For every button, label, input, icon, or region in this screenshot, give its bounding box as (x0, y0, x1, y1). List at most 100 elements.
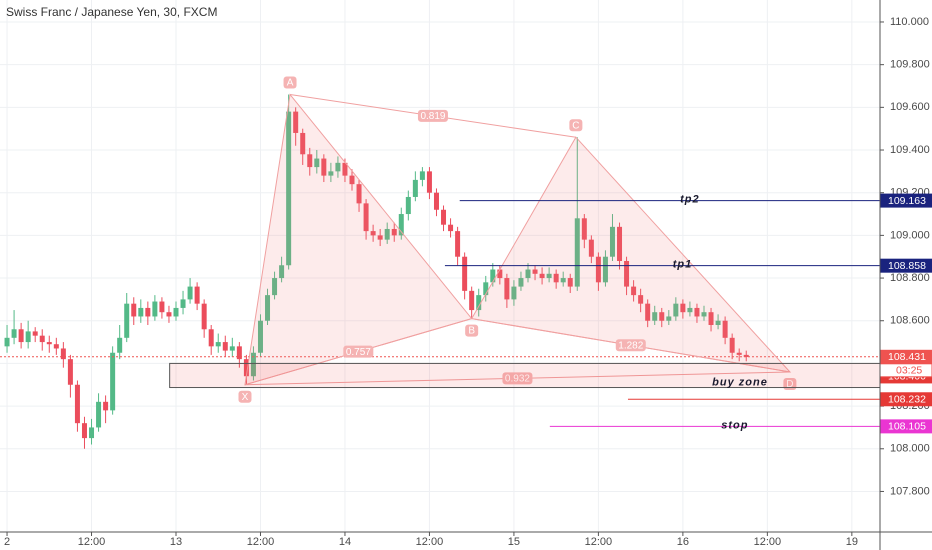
x-tick-label: 12:00 (416, 536, 444, 548)
candle-body (680, 303, 686, 313)
y-tick-label: 110.000 (890, 16, 929, 28)
candle-body (293, 111, 299, 133)
pattern-point-label-bg (283, 76, 297, 89)
candle-body (609, 226, 615, 257)
level-price-label-bg (880, 258, 932, 273)
candle-body (384, 228, 390, 240)
candle-body (602, 256, 608, 283)
candle-body (595, 256, 601, 283)
candle-body (631, 286, 637, 296)
candle-body (342, 162, 348, 176)
buy-zone (169, 362, 881, 389)
pattern-ratio-bg (343, 345, 374, 358)
candle-body (300, 132, 306, 155)
candle-body (532, 269, 538, 274)
candle-body (638, 295, 644, 304)
pattern-point-label-bg (569, 119, 583, 132)
pattern-point-label: C (572, 120, 579, 131)
pattern-point-label: A (287, 78, 294, 89)
level-price-label: 108.232 (888, 394, 926, 406)
pattern-ratio: 0.757 (346, 347, 371, 358)
candle-body (398, 214, 404, 236)
candle-body (391, 228, 397, 236)
candle-body (708, 312, 714, 326)
pattern-ratio-bg (417, 109, 448, 122)
candle-body (483, 282, 489, 296)
candle-body (81, 423, 87, 439)
candle-body (490, 269, 496, 283)
candle-body (673, 303, 679, 317)
y-tick-label: 109.000 (890, 229, 930, 241)
x-tick-label: 12:00 (585, 536, 613, 548)
x-tick-label: 19 (846, 536, 858, 548)
candle-body (476, 295, 482, 311)
candle-body (567, 278, 573, 287)
candle-body (426, 171, 432, 193)
candle-body (145, 307, 151, 317)
candle-body (743, 354, 749, 358)
level-price-label: 108.858 (888, 260, 926, 272)
candle-body (4, 337, 10, 347)
candle-body (110, 352, 116, 411)
pattern-point-label: D (786, 379, 793, 390)
last-price-label-bg (880, 349, 932, 364)
candle-body (433, 192, 439, 210)
candle-body (166, 312, 172, 317)
candle-body (243, 359, 249, 377)
x-tick-label: 12:00 (247, 536, 275, 548)
candle-body (180, 299, 186, 308)
candle-body (581, 218, 587, 240)
chart-title: Swiss Franc / Japanese Yen, 30, FXCM (6, 5, 217, 19)
pattern-point-label-bg (465, 324, 479, 337)
candle-body (687, 307, 693, 313)
pattern-ratio: 1.282 (618, 340, 643, 351)
candle-body (701, 312, 707, 317)
y-tick-label: 108.600 (890, 315, 930, 327)
x-tick-label: 2 (4, 536, 10, 548)
level-label: stop (721, 419, 748, 431)
candle-body (497, 269, 503, 279)
level-price-label-bg (880, 392, 932, 407)
countdown: 03:25 (896, 365, 922, 377)
pattern-point-label-bg (238, 390, 252, 403)
candle-body (448, 224, 454, 232)
candle-body (272, 278, 278, 296)
candle-body (412, 179, 418, 197)
pattern-point-label: X (242, 392, 249, 403)
y-tick-label: 109.800 (890, 59, 930, 71)
level-price-label: 108.105 (888, 421, 926, 433)
level-price-label: 109.163 (888, 195, 926, 207)
pattern-point-label: B (468, 326, 475, 337)
candle-body (124, 303, 130, 338)
candle-body (518, 278, 524, 287)
x-tick-label: 12:00 (754, 536, 782, 548)
candle-body (152, 301, 158, 317)
candle-body (715, 320, 721, 326)
candle-body (257, 320, 263, 353)
candle-body (201, 303, 207, 330)
candle-body (588, 239, 594, 257)
candle-body (539, 273, 545, 279)
pattern-ratio-bg (502, 372, 533, 385)
level-label: tp2 (680, 193, 700, 205)
candle-body (222, 342, 228, 351)
candle-body (117, 337, 123, 353)
y-tick-label: 109.400 (890, 144, 930, 156)
pattern-ratio-bg (615, 339, 646, 352)
candle-body (18, 329, 24, 343)
candle-body (194, 286, 200, 304)
candle-body (694, 307, 700, 317)
candle-body (455, 231, 461, 257)
candle-body (363, 203, 369, 232)
candle-body (504, 278, 510, 300)
candle-body (356, 184, 362, 204)
candle-body (462, 256, 468, 291)
candle-body (60, 348, 66, 360)
level-price-label-bg (880, 193, 932, 208)
candle-body (74, 384, 80, 424)
candle-body (546, 273, 552, 279)
candle-body (652, 312, 658, 321)
candle-body (11, 329, 17, 338)
candle-body (370, 231, 376, 236)
candle-body (53, 344, 59, 349)
